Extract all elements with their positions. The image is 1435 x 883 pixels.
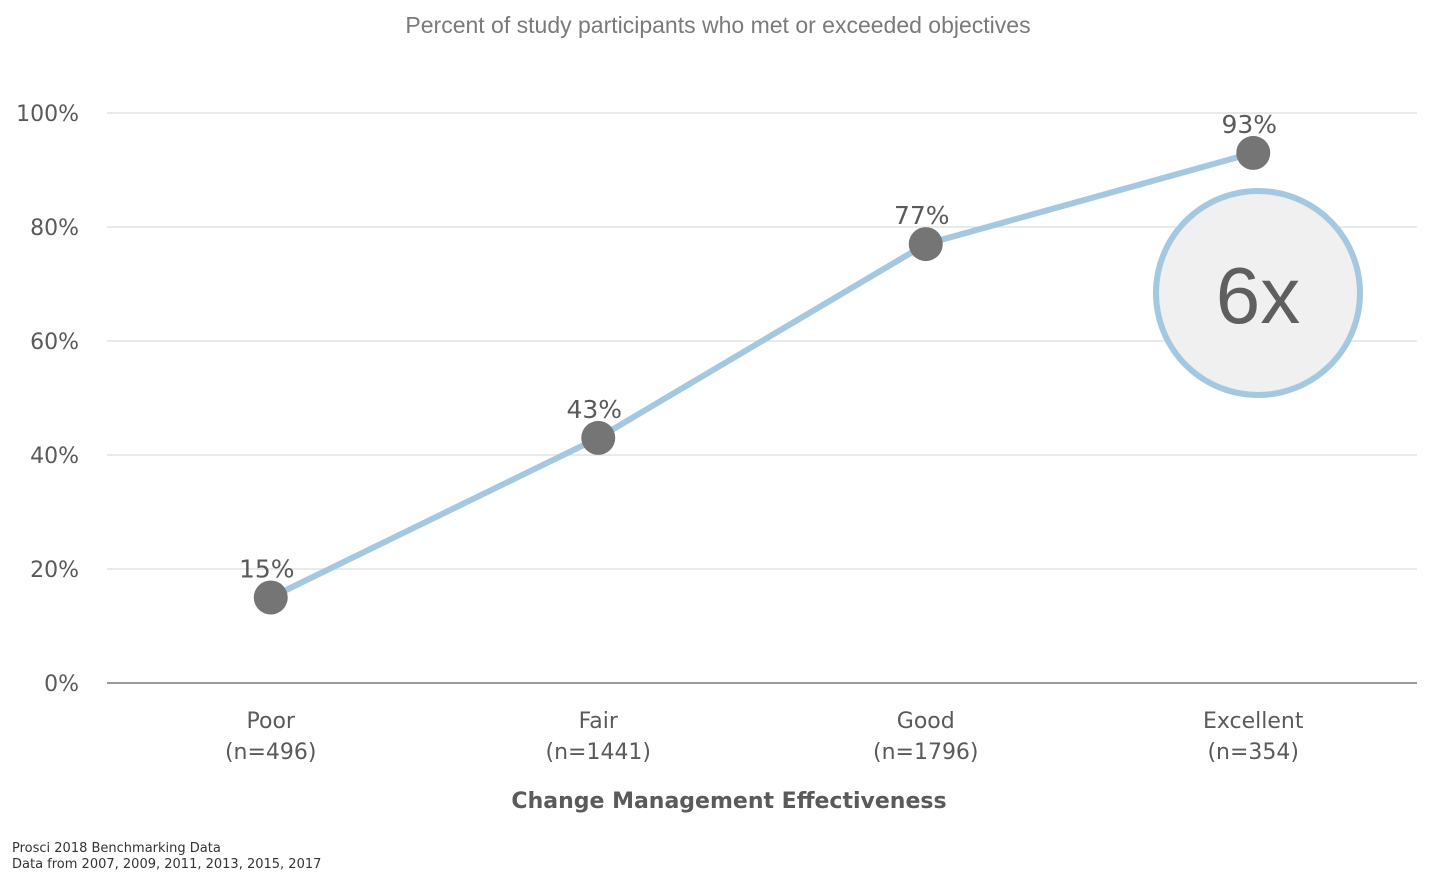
x-tick-label: Excellent [1203,709,1304,734]
x-tick-label: Good [897,709,955,734]
x-tick-sublabel: (n=354) [1207,740,1299,765]
series-line [267,149,1257,601]
y-tick-label: 20% [30,558,79,583]
x-axis-ticks: Poor (n=496) Fair (n=1441) Good (n=1796) Excel… [225,709,1304,765]
y-axis-ticks: 0% 20% 40% 60% 80% 100% [16,102,79,697]
data-markers [253,135,1271,615]
x-tick-label: Poor [247,709,296,734]
data-point [581,420,616,455]
chart-title: Percent of study participants who met or… [405,12,1030,38]
x-tick-sublabel: (n=496) [225,740,317,765]
data-point [908,227,943,262]
footnote-years: Data from 2007, 2009, 2011, 2013, 2015, … [12,857,321,872]
x-axis-label: Change Management Effectiveness [511,789,946,814]
callout-text: 6x [1216,251,1301,340]
data-label: 15% [239,555,295,584]
y-tick-label: 80% [30,216,79,241]
callout-circle [1153,188,1363,398]
y-tick-label: 60% [30,330,79,355]
callout: 6x [1153,188,1363,398]
data-label: 43% [566,395,622,424]
data-point [1236,135,1271,170]
x-tick-sublabel: (n=1441) [545,740,651,765]
x-tick-sublabel: (n=1796) [873,740,979,765]
data-labels: 15% 43% 77% 93% [239,110,1277,584]
x-tick-label: Fair [579,709,619,734]
data-point [253,580,288,615]
footnote-source: Prosci 2018 Benchmarking Data [12,841,221,856]
y-tick-label: 40% [30,444,79,469]
data-label: 77% [894,201,950,230]
data-label: 93% [1221,110,1277,139]
y-tick-label: 0% [44,672,79,697]
y-tick-label: 100% [16,102,79,127]
